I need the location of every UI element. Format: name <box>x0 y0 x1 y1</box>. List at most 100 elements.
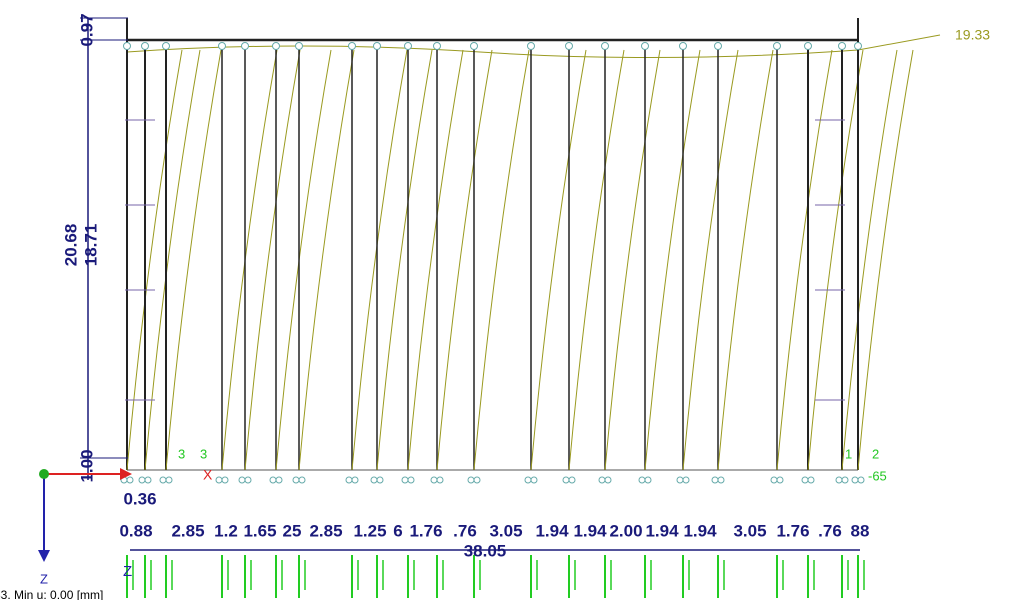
support <box>402 477 408 483</box>
deformed-column <box>474 50 529 470</box>
support <box>145 477 151 483</box>
support <box>437 477 443 483</box>
span-label: 1.76 <box>776 521 809 540</box>
support <box>677 477 683 483</box>
viewport: 0.97 20.68 18.71 1.00 19.33 0.36 38.05 3… <box>0 0 1012 600</box>
node <box>602 43 609 50</box>
span-label: 2.85 <box>309 521 342 540</box>
span-label: 3.05 <box>733 521 766 540</box>
node <box>273 43 280 50</box>
dimension-label: 20.68 <box>61 224 80 267</box>
node <box>715 43 722 50</box>
span-label: 25 <box>283 521 302 540</box>
support <box>270 477 276 483</box>
node <box>142 43 149 50</box>
support <box>245 477 251 483</box>
support <box>127 477 133 483</box>
node <box>805 43 812 50</box>
node <box>219 43 226 50</box>
support-label: 1 <box>845 446 852 461</box>
node <box>349 43 356 50</box>
span-label: 2.85 <box>171 521 204 540</box>
deformed-column <box>408 50 463 470</box>
support <box>852 477 858 483</box>
node <box>296 43 303 50</box>
span-label: 88 <box>851 521 870 540</box>
support <box>605 477 611 483</box>
dimension-label: 0.36 <box>123 489 156 508</box>
span-label: .76 <box>818 521 842 540</box>
node <box>680 43 687 50</box>
node <box>163 43 170 50</box>
support-label: -65 <box>868 468 887 483</box>
support <box>222 477 228 483</box>
span-label: 1.94 <box>573 521 607 540</box>
deformed-column <box>352 50 407 470</box>
deformed-column <box>531 50 586 470</box>
span-label: .76 <box>453 521 477 540</box>
support <box>468 477 474 483</box>
axis-label: Z <box>123 563 132 580</box>
support <box>802 477 808 483</box>
support <box>377 477 383 483</box>
deformed-column <box>222 50 277 470</box>
support <box>408 477 414 483</box>
node <box>124 43 131 50</box>
span-label: 6 <box>393 521 402 540</box>
dimension-label: 38.05 <box>464 541 507 560</box>
support <box>474 477 480 483</box>
node <box>774 43 781 50</box>
node <box>528 43 535 50</box>
node <box>855 43 862 50</box>
support-label: 2 <box>872 446 879 461</box>
node <box>405 43 412 50</box>
span-label: 1.76 <box>409 521 442 540</box>
span-label: 1.94 <box>683 521 717 540</box>
dimension-label: 1.00 <box>77 449 96 482</box>
support <box>563 477 569 483</box>
span-label: 3.05 <box>489 521 522 540</box>
support <box>525 477 531 483</box>
origin <box>39 469 49 479</box>
support <box>599 477 605 483</box>
status-text: 33. Min u: 0.00 [mm] <box>0 588 103 600</box>
deformed-column <box>166 50 221 470</box>
support <box>346 477 352 483</box>
node <box>242 43 249 50</box>
support <box>645 477 651 483</box>
span-label: 0.88 <box>119 521 152 540</box>
deformed-column <box>437 50 492 470</box>
node <box>566 43 573 50</box>
support <box>531 477 537 483</box>
axis-label: Z <box>40 571 48 586</box>
support <box>639 477 645 483</box>
support <box>166 477 172 483</box>
support-label: 3 <box>178 446 185 461</box>
support <box>842 477 848 483</box>
z-arrow <box>38 550 50 562</box>
support <box>139 477 145 483</box>
support <box>160 477 166 483</box>
support <box>431 477 437 483</box>
deformed-column <box>808 50 863 470</box>
deformed-column <box>858 50 913 470</box>
deformed-column <box>127 50 182 470</box>
deformed-column <box>276 50 331 470</box>
support-label: 3 <box>200 446 207 461</box>
support <box>808 477 814 483</box>
support <box>771 477 777 483</box>
support <box>777 477 783 483</box>
node <box>374 43 381 50</box>
node <box>471 43 478 50</box>
support <box>216 477 222 483</box>
deformed-column <box>299 50 354 470</box>
deformed-column <box>245 50 300 470</box>
dimension-label: 0.97 <box>77 13 96 46</box>
support <box>683 477 689 483</box>
deformed-column <box>377 50 432 470</box>
axis-label: X <box>203 467 213 483</box>
deflection-label: 19.33 <box>955 27 990 43</box>
node <box>642 43 649 50</box>
support <box>371 477 377 483</box>
deformed-column <box>683 50 738 470</box>
